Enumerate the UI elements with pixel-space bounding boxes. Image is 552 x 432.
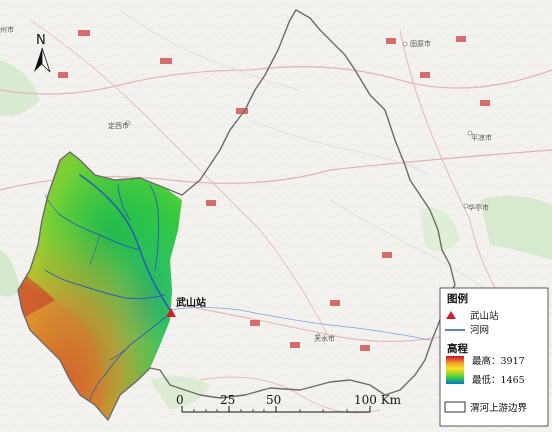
- city-label: 州市: [0, 25, 14, 34]
- legend-station-label: 武山站: [470, 310, 499, 322]
- greenery-patch: [0, 60, 40, 116]
- legend-elevation-max: 最高：3917: [472, 355, 525, 367]
- scale-tick-label: 100 Km: [354, 393, 402, 407]
- scale-bar: 0 25 50 100 Km: [176, 393, 402, 413]
- city-marker: [315, 333, 321, 339]
- station-label: 武山站: [176, 296, 206, 309]
- greenery-patch: [480, 196, 552, 260]
- city-markers: 固原市 定西市 平凉市 华亭市 天水市 州市: [0, 25, 492, 343]
- city-label: 平凉市: [471, 133, 492, 142]
- scale-tick-label: 25: [220, 393, 235, 407]
- city-label: 华亭市: [468, 203, 489, 212]
- city-label: 天水市: [314, 334, 335, 343]
- city-marker: [463, 203, 469, 209]
- legend-elevation-title: 高程: [447, 342, 468, 355]
- greenery-patch: [0, 250, 20, 297]
- legend-boundary-label: 渭河上游边界: [470, 402, 528, 414]
- city-marker: [402, 41, 408, 47]
- legend-boundary-symbol: [444, 401, 466, 413]
- city-label: 固原市: [410, 39, 431, 48]
- station-marker: [166, 308, 176, 317]
- river-network: [44, 174, 431, 401]
- legend-title: 图例: [447, 292, 468, 305]
- scale-tick-label: 0: [176, 393, 184, 407]
- legend-station-symbol: [446, 311, 456, 319]
- legend-river-label: 河网: [470, 324, 489, 336]
- north-label: N: [36, 33, 46, 48]
- legend: 图例 武山站 河网 高程 最高：3917 最低：1465 渭河上游边界: [439, 287, 549, 427]
- greenery-patch: [420, 208, 460, 252]
- north-arrow: N: [34, 33, 51, 73]
- city-label: 定西市: [108, 121, 129, 130]
- legend-elevation-min: 最低：1465: [472, 374, 525, 386]
- city-marker: [125, 120, 131, 126]
- scale-tick-label: 50: [266, 393, 281, 407]
- city-marker: [467, 130, 473, 136]
- greenery-patch: [150, 376, 210, 410]
- legend-elevation-ramp: [446, 356, 464, 384]
